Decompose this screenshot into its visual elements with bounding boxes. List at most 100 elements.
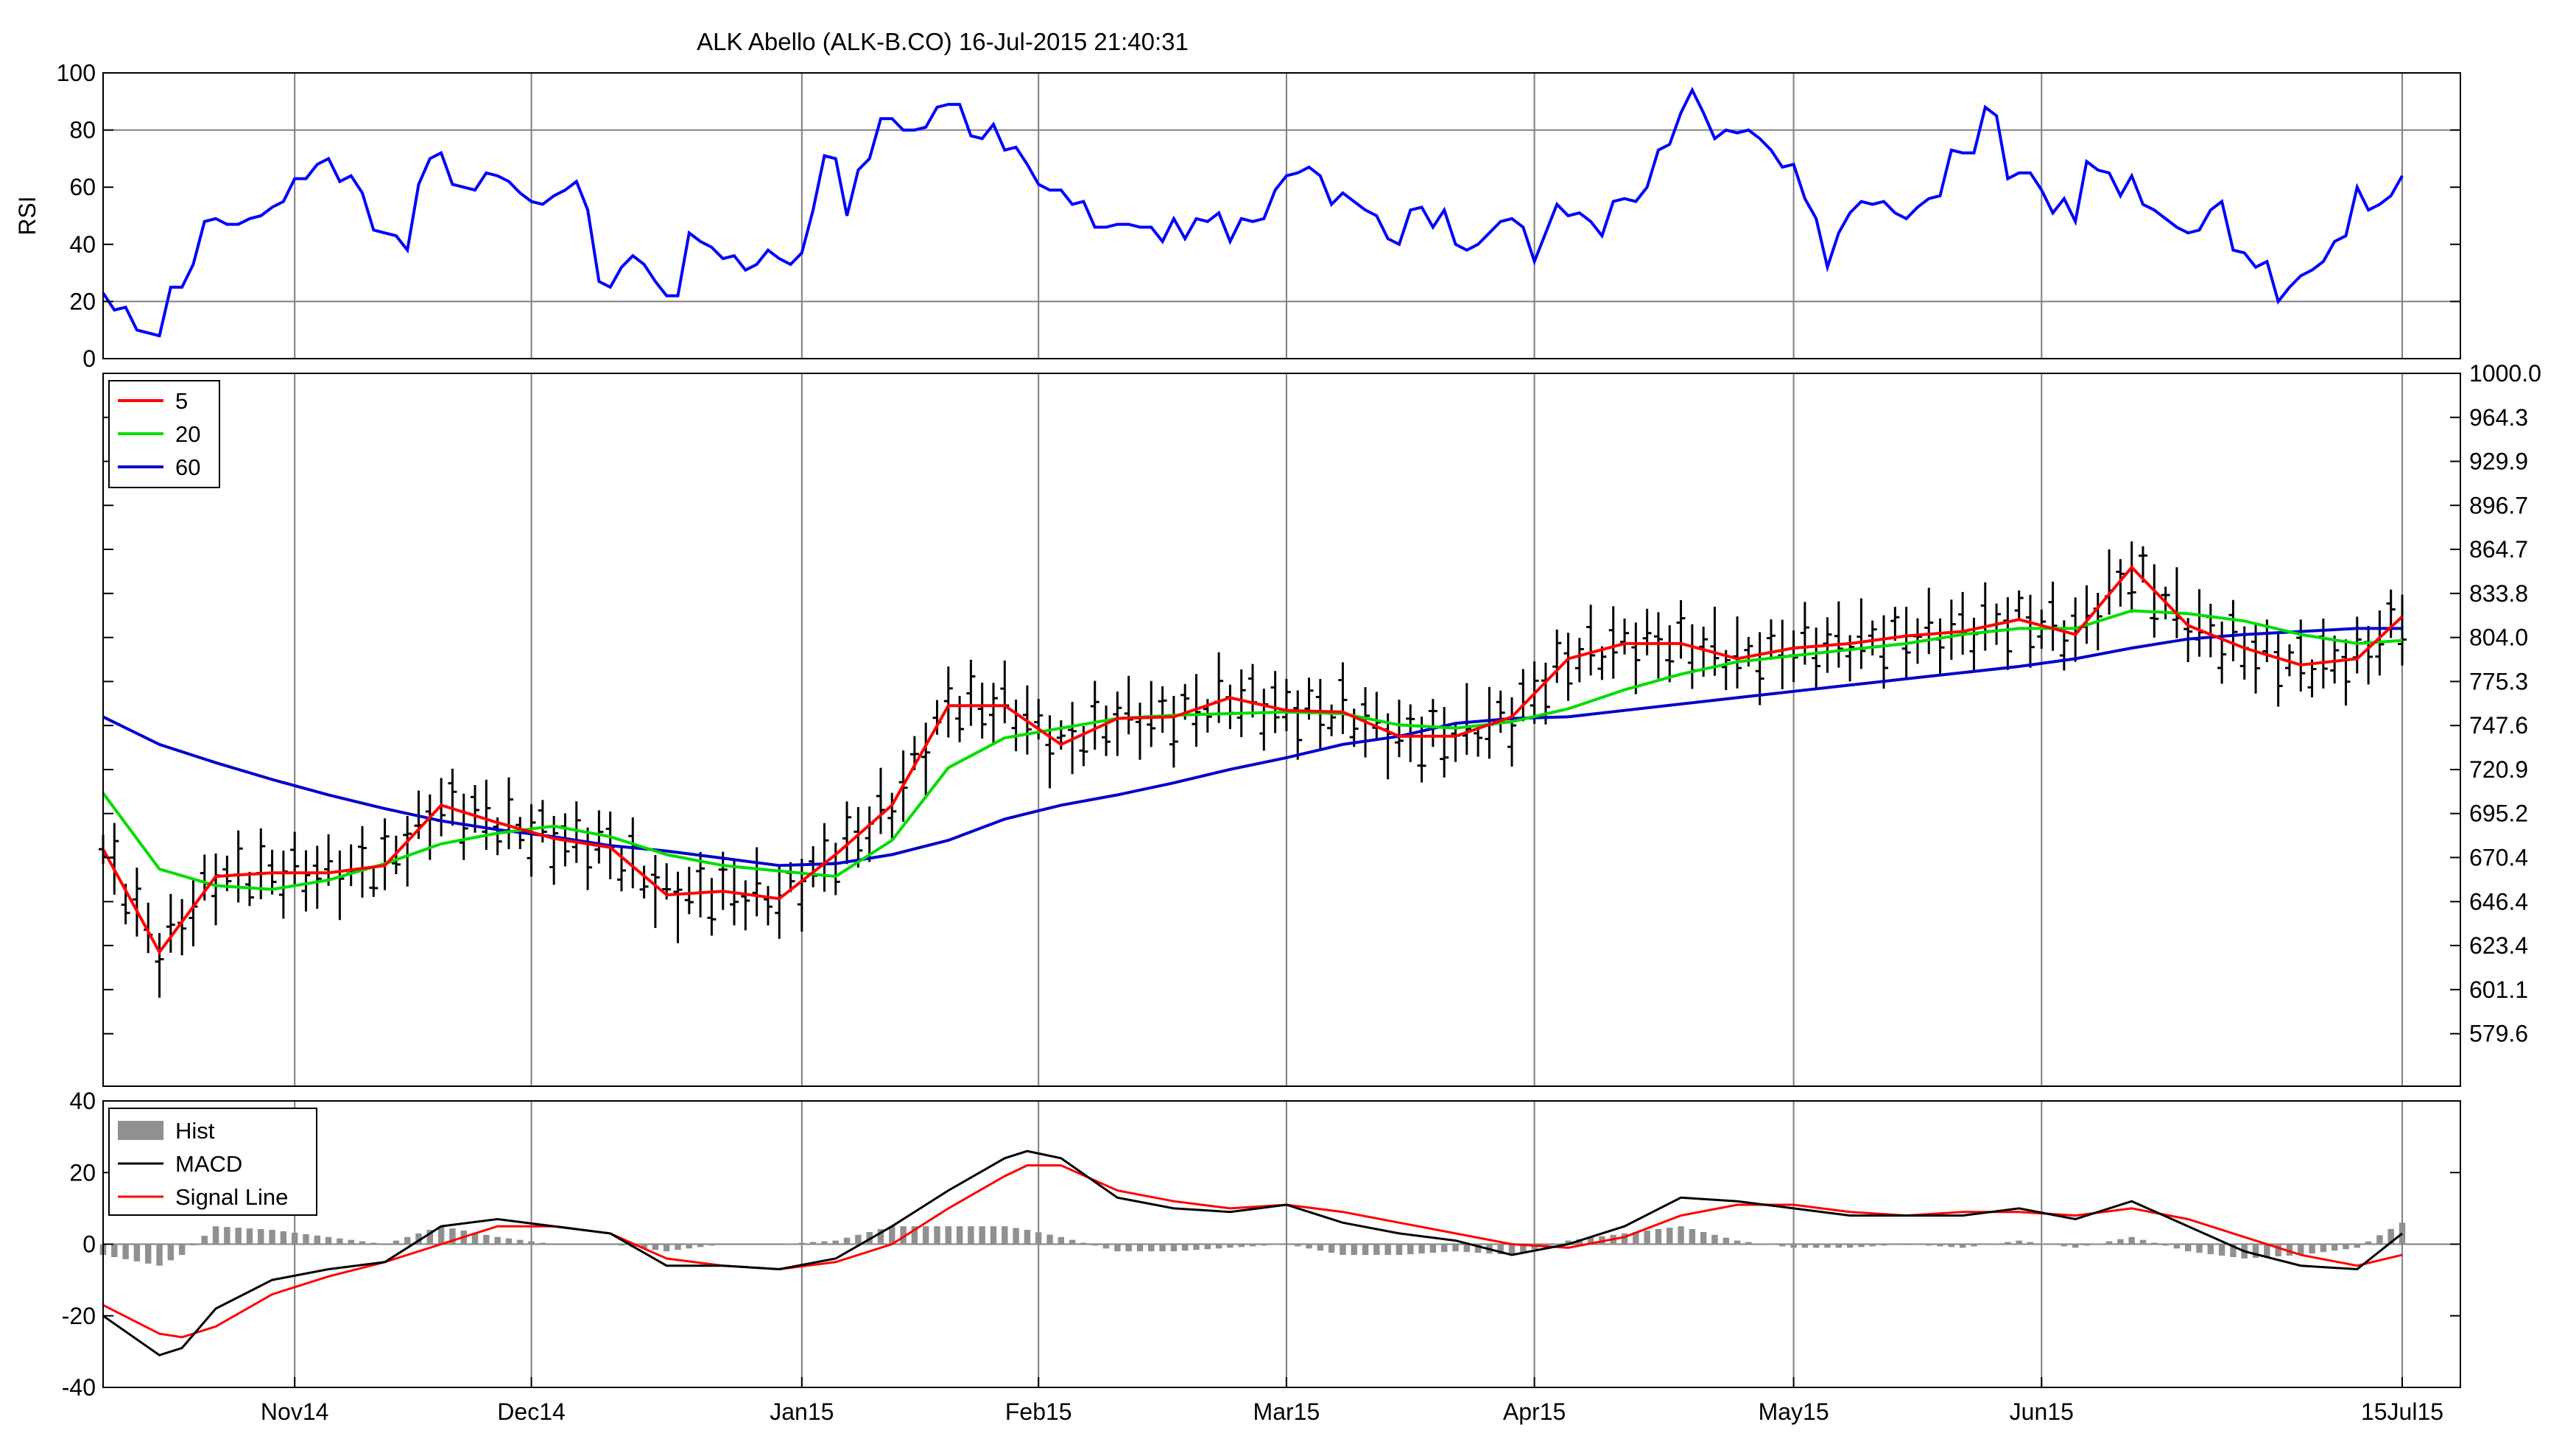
chart-title: ALK Abello (ALK-B.CO) 16-Jul-2015 21:40:… xyxy=(697,28,1189,55)
legend-label-hist: Hist xyxy=(175,1118,215,1144)
ohlc-bar xyxy=(1924,588,1934,655)
hist-bar xyxy=(359,1241,366,1245)
price-panel: 579.6 601.1 623.4 646.4 670.4 695.2 720.9 747.6… xyxy=(99,360,2541,1087)
hist-bar xyxy=(2196,1244,2203,1253)
ohlc-bar xyxy=(1778,619,1787,689)
ohlc-bar xyxy=(1620,618,1630,655)
ohlc-bar xyxy=(1440,706,1449,778)
ohlc-bar xyxy=(1169,696,1178,768)
ohlc-bar xyxy=(2352,616,2362,674)
hist-bar xyxy=(1440,1244,1448,1253)
hist-bar xyxy=(1306,1244,1312,1249)
hist-bar xyxy=(224,1227,230,1245)
ohlc-bar xyxy=(369,865,379,897)
ohlc-bar xyxy=(1372,691,1382,740)
hist-bar xyxy=(686,1244,693,1249)
hist-bar xyxy=(2094,1243,2102,1245)
hist-bar xyxy=(1024,1230,1031,1245)
ohlc-bar xyxy=(1631,622,1641,694)
ohlc-bar xyxy=(763,886,773,926)
ohlc-bar xyxy=(943,666,953,738)
hist-bar xyxy=(1328,1244,1335,1253)
ohlc-bar xyxy=(1293,690,1303,760)
x-tick-label-6: May15 xyxy=(1759,1398,1829,1425)
ohlc-bar xyxy=(1496,690,1505,733)
ohlc-bar xyxy=(1969,617,1979,670)
ohlc-bar xyxy=(1755,632,1764,705)
hist-bar xyxy=(337,1238,343,1245)
hist-bar xyxy=(1722,1237,1729,1245)
x-tick-label-5: Apr15 xyxy=(1503,1398,1566,1425)
ohlc-bar xyxy=(290,831,300,886)
hist-bar xyxy=(1565,1240,1572,1245)
hist-bar xyxy=(471,1232,479,1245)
ohlc-bar xyxy=(1214,652,1224,723)
hist-bar xyxy=(2061,1244,2068,1247)
hist-bar xyxy=(652,1244,659,1250)
ohlc-bar xyxy=(1586,605,1596,676)
ohlc-bar xyxy=(211,853,221,926)
ohlc-bar xyxy=(2386,589,2396,638)
hist-bar xyxy=(990,1226,997,1245)
ohlc-bar xyxy=(2364,625,2373,685)
ohlc-bar xyxy=(155,933,164,998)
hist-bar xyxy=(2354,1244,2360,1248)
hist-bar xyxy=(2162,1244,2169,1246)
ohlc-bar xyxy=(809,846,818,887)
price-ytick-label-12: 896.7 xyxy=(2469,492,2528,518)
ohlc-bar xyxy=(2206,603,2215,658)
hist-bar xyxy=(528,1241,535,1245)
rsi-panel: 0 20 40 60 80 100 RSI xyxy=(14,60,2461,372)
hist-bar xyxy=(1351,1244,1357,1256)
ohlc-bar xyxy=(684,867,694,915)
hist-bar xyxy=(1474,1244,1482,1253)
ohlc-bar xyxy=(527,804,536,877)
ohlc-bar xyxy=(324,834,334,886)
ohlc-bar xyxy=(650,854,660,929)
hist-bar xyxy=(1633,1231,1639,1245)
ohlc-bar xyxy=(2195,589,2204,657)
hist-bar xyxy=(2105,1241,2113,1245)
hist-bar xyxy=(1812,1244,1820,1248)
ohlc-bar xyxy=(1518,669,1528,722)
ohlc-bar xyxy=(2127,541,2136,613)
price-legend: 5 20 60 xyxy=(108,380,220,488)
hist-bar xyxy=(370,1242,377,1245)
ohlc-bar xyxy=(1090,680,1099,750)
hist-bar xyxy=(325,1236,332,1245)
hist-bar xyxy=(2309,1244,2315,1254)
hist-bar xyxy=(843,1237,851,1245)
hist-bar xyxy=(145,1244,152,1264)
hist-bar xyxy=(2218,1244,2225,1256)
hist-bar xyxy=(1948,1244,1955,1247)
hist-bar xyxy=(505,1238,513,1245)
hist-bar xyxy=(1587,1237,1594,1245)
hist-bar xyxy=(1971,1244,1977,1247)
hist-bar xyxy=(2038,1243,2045,1245)
hist-bar xyxy=(426,1230,434,1245)
price-ytick-label-15: 1000.0 xyxy=(2469,360,2541,387)
hist-bar xyxy=(1069,1239,1076,1245)
ohlc-bar xyxy=(1011,700,1021,752)
hist-bar xyxy=(922,1226,929,1245)
ohlc-bar xyxy=(616,847,626,892)
rsi-line xyxy=(102,86,2404,338)
hist-bar xyxy=(1734,1240,1741,1245)
hist-bar xyxy=(1317,1244,1324,1251)
ohlc-bar xyxy=(2048,581,2058,651)
ohlc-bar xyxy=(2082,585,2091,644)
ohlc-bar xyxy=(1597,646,1607,680)
hist-bar xyxy=(1689,1229,1696,1245)
ohlc-bar xyxy=(752,847,761,917)
ohlc-bar xyxy=(741,880,750,931)
hist-bar xyxy=(178,1244,186,1256)
ohlc-bar xyxy=(1315,678,1325,751)
hist-bar xyxy=(1452,1244,1459,1252)
ohlc-bar xyxy=(977,683,987,739)
ohlc-bar xyxy=(346,844,356,887)
hist-bar xyxy=(212,1226,219,1245)
hist-bar xyxy=(1193,1244,1200,1250)
ohlc-bar xyxy=(335,850,345,921)
ohlc-bar xyxy=(2150,564,2159,638)
hist-bar xyxy=(1295,1244,1301,1247)
